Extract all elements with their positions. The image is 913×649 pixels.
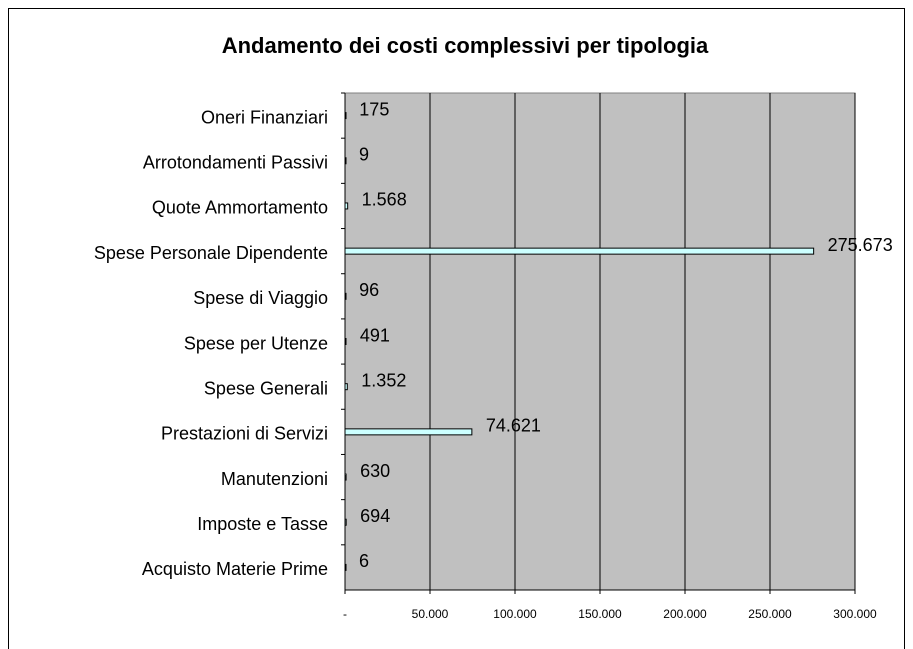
x-tick-label: 100.000	[493, 607, 537, 621]
value-label: 630	[360, 461, 390, 481]
value-label: 9	[359, 145, 369, 165]
x-tick-label: 200.000	[663, 607, 707, 621]
x-tick-label: 300.000	[833, 607, 877, 621]
y-tick-label: Manutenzioni	[221, 469, 328, 489]
chart-title: Andamento dei costi complessivi per tipo…	[222, 33, 709, 58]
y-tick-label: Spese Generali	[204, 378, 328, 398]
y-tick-label: Arrotondamenti Passivi	[143, 153, 328, 173]
y-tick-label: Prestazioni di Servizi	[161, 424, 328, 444]
x-tick-label: 50.000	[412, 607, 449, 621]
bar	[344, 292, 347, 300]
bar	[344, 202, 349, 210]
y-tick-label: Spese di Viaggio	[193, 288, 328, 308]
y-tick-label: Imposte e Tasse	[197, 514, 328, 534]
bar	[344, 428, 473, 436]
bar	[344, 338, 347, 345]
value-label: 96	[359, 280, 379, 300]
value-label: 1.352	[361, 370, 406, 390]
x-tick-label: 150.000	[578, 607, 622, 621]
y-tick-label: Spese Personale Dipendente	[94, 243, 328, 263]
value-label: 1.568	[362, 190, 407, 210]
value-label: 74.621	[486, 416, 541, 436]
value-label: 175	[359, 99, 389, 119]
value-label: 275.673	[828, 235, 893, 255]
x-tick-label: 250.000	[748, 607, 792, 621]
y-tick-label: Oneri Finanziari	[201, 107, 328, 127]
y-tick-label: Spese per Utenze	[184, 333, 328, 353]
value-label: 6	[359, 551, 369, 571]
y-tick-label: Quote Ammortamento	[152, 198, 328, 218]
value-label: 491	[360, 325, 390, 345]
x-tick-label: -	[343, 607, 347, 621]
bar	[344, 518, 347, 526]
y-tick-label: Acquisto Materie Prime	[142, 559, 328, 579]
bar	[344, 157, 347, 165]
bar	[344, 112, 347, 120]
bar	[344, 383, 348, 391]
bar	[344, 563, 347, 571]
bar	[344, 247, 815, 255]
bar	[344, 473, 347, 481]
value-label: 694	[360, 506, 390, 526]
